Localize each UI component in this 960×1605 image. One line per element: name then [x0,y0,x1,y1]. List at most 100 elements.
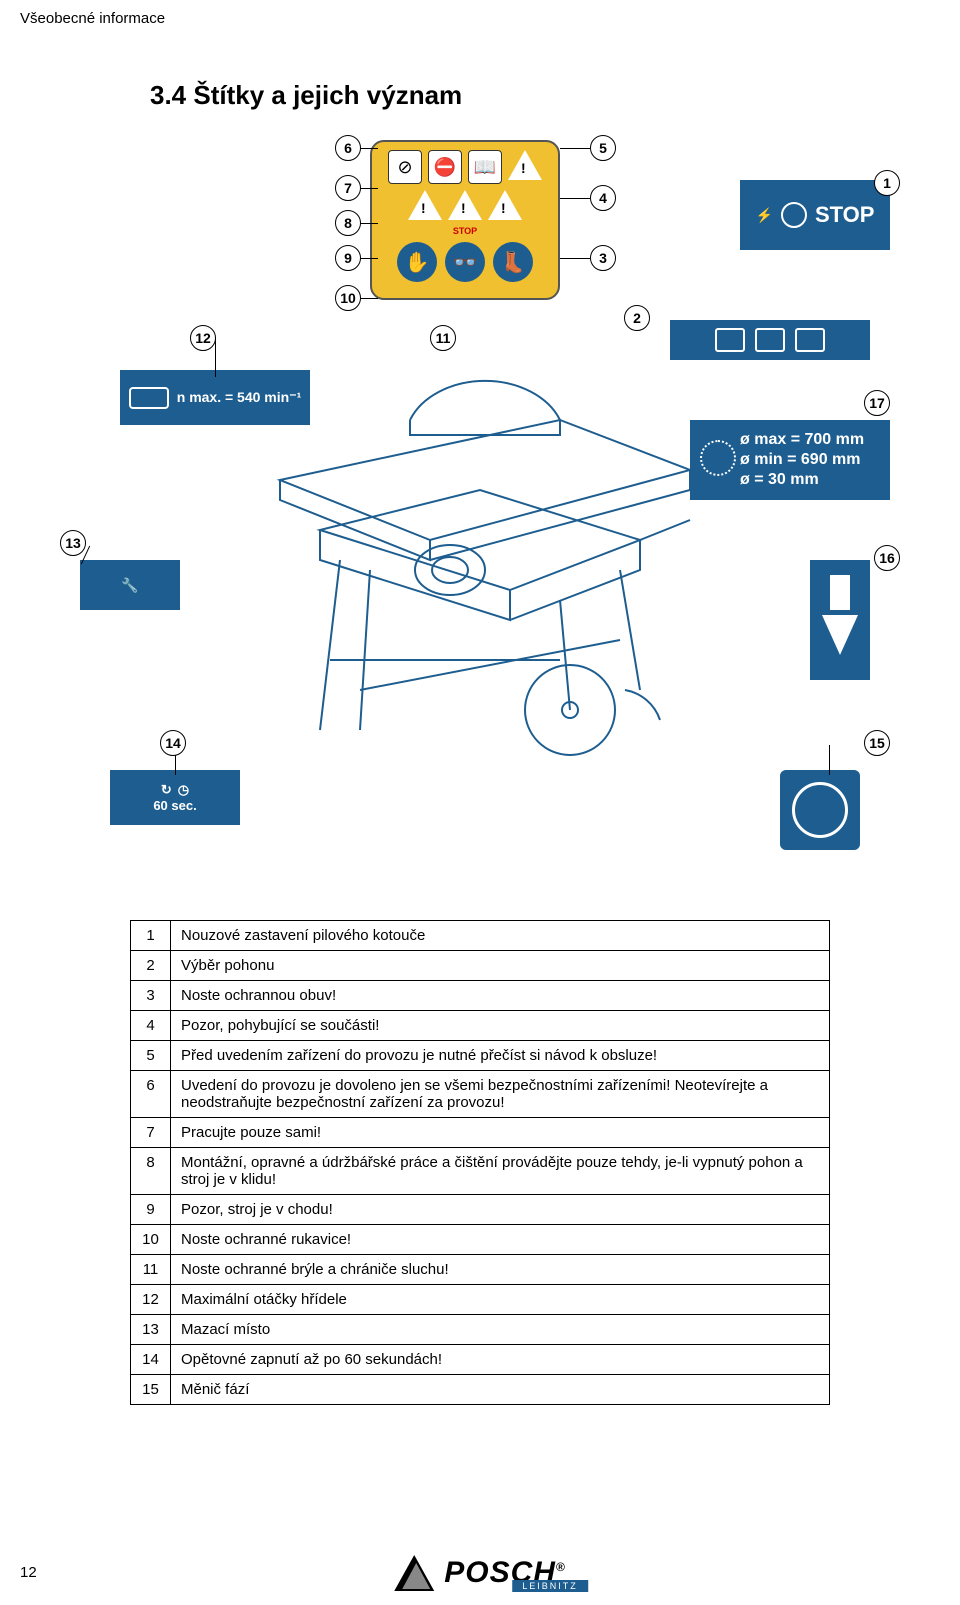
phase-label [780,770,860,850]
legend-text: Výběr pohonu [171,951,830,981]
table-row: 14Opětovné zapnutí až po 60 sekundách! [131,1345,830,1375]
legend-text: Pozor, pohybující se součásti! [171,1011,830,1041]
motor-icon [755,328,785,352]
shaft-icon [129,387,169,409]
manual-icon: 📖 [468,150,502,184]
goggles-icon: 👓 [445,242,485,282]
page-number: 12 [20,1564,37,1581]
callout-7: 7 [335,175,361,201]
gloves-icon: ✋ [397,242,437,282]
legend-number: 8 [131,1148,171,1195]
legend-number: 6 [131,1071,171,1118]
legend-number: 13 [131,1315,171,1345]
table-row: 7Pracujte pouze sami! [131,1118,830,1148]
diagram: ⊘ ⛔ 📖 STOP ✋ 👓 👢 ⚡ STOP [60,130,900,900]
table-row: 1Nouzové zastavení pilového kotouče [131,921,830,951]
callout-3: 3 [590,245,616,271]
legend-number: 5 [131,1041,171,1071]
footer-logo: POSCH® LEIBNITZ [394,1555,566,1591]
legend-text: Opětovné zapnutí až po 60 sekundách! [171,1345,830,1375]
timer-text: 60 sec. [153,798,196,813]
grease-label: 🔧 [80,560,180,610]
legend-text: Nouzové zastavení pilového kotouče [171,921,830,951]
legend-text: Noste ochranné rukavice! [171,1225,830,1255]
stop-small: STOP [453,226,477,236]
callout-8: 8 [335,210,361,236]
legend-text: Noste ochrannou obuv! [171,981,830,1011]
machine-illustration [260,360,700,780]
blade-icon [781,202,807,228]
table-row: 11Noste ochranné brýle a chrániče sluchu… [131,1255,830,1285]
legend-text: Maximální otáčky hřídele [171,1285,830,1315]
clock-icon: ◷ [178,782,189,798]
arrow-down-icon [822,615,858,655]
callout-5: 5 [590,135,616,161]
warning-icon [408,190,442,220]
table-row: 3Noste ochrannou obuv! [131,981,830,1011]
legend-number: 4 [131,1011,171,1041]
stop-label: ⚡ STOP [740,180,890,250]
dmin: ø min = 690 mm [740,451,861,469]
legend-text: Uvedení do provozu je dovoleno jen se vš… [171,1071,830,1118]
table-row: 8Montážní, opravné a údržbářské práce a … [131,1148,830,1195]
legend-number: 7 [131,1118,171,1148]
engine-icon [795,328,825,352]
diameter-label: ø max = 700 mm ø min = 690 mm ø = 30 mm [690,420,890,500]
group-icon: ⛔ [428,150,462,184]
warning-icon [448,190,482,220]
callout-16: 16 [874,545,900,571]
boots-icon: 👢 [493,242,533,282]
drive-selection-label [670,320,870,360]
callout-11: 11 [430,325,456,351]
legend-text: Noste ochranné brýle a chrániče sluchu! [171,1255,830,1285]
table-row: 5Před uvedením zařízení do provozu je nu… [131,1041,830,1071]
legend-text: Před uvedením zařízení do provozu je nut… [171,1041,830,1071]
table-row: 2Výběr pohonu [131,951,830,981]
callout-4: 4 [590,185,616,211]
callout-6: 6 [335,135,361,161]
callout-2: 2 [624,305,650,331]
table-row: 13Mazací místo [131,1315,830,1345]
logo-subtext: LEIBNITZ [512,1580,588,1592]
legend-number: 9 [131,1195,171,1225]
warning-icon [488,190,522,220]
callout-17: 17 [864,390,890,416]
legend-number: 12 [131,1285,171,1315]
dmax: ø max = 700 mm [740,431,864,449]
warning-label: ⊘ ⛔ 📖 STOP ✋ 👓 👢 [370,140,560,300]
warning-icon [508,150,542,180]
legend-number: 14 [131,1345,171,1375]
callout-9: 9 [335,245,361,271]
callout-14: 14 [160,730,186,756]
legend-text: Pozor, stroj je v chodu! [171,1195,830,1225]
legend-table: 1Nouzové zastavení pilového kotouče2Výbě… [130,920,830,1405]
table-row: 9Pozor, stroj je v chodu! [131,1195,830,1225]
legend-text: Pracujte pouze sami! [171,1118,830,1148]
section-title: 3.4 Štítky a jejich význam [150,80,462,111]
noentry-icon: ⊘ [388,150,422,184]
stop-text: STOP [815,202,875,228]
table-row: 15Měnič fází [131,1375,830,1405]
callout-10: 10 [335,285,361,311]
table-row: 4Pozor, pohybující se součásti! [131,1011,830,1041]
legend-text: Montážní, opravné a údržbářské práce a č… [171,1148,830,1195]
page-header: Všeobecné informace [20,10,165,27]
legend-number: 10 [131,1225,171,1255]
grease-gun-icon: 🔧 [121,577,138,594]
plug-icon: ⚡ [756,207,773,224]
callout-15: 15 [864,730,890,756]
legend-number: 15 [131,1375,171,1405]
legend-number: 11 [131,1255,171,1285]
table-row: 6Uvedení do provozu je dovoleno jen se v… [131,1071,830,1118]
callout-13: 13 [60,530,86,556]
legend-text: Měnič fází [171,1375,830,1405]
direction-label [810,560,870,680]
legend-number: 3 [131,981,171,1011]
callout-12: 12 [190,325,216,351]
legend-number: 2 [131,951,171,981]
dbore: ø = 30 mm [740,471,819,489]
table-row: 10Noste ochranné rukavice! [131,1225,830,1255]
legend-number: 1 [131,921,171,951]
logo-mark-icon [394,1555,434,1591]
table-row: 12Maximální otáčky hřídele [131,1285,830,1315]
